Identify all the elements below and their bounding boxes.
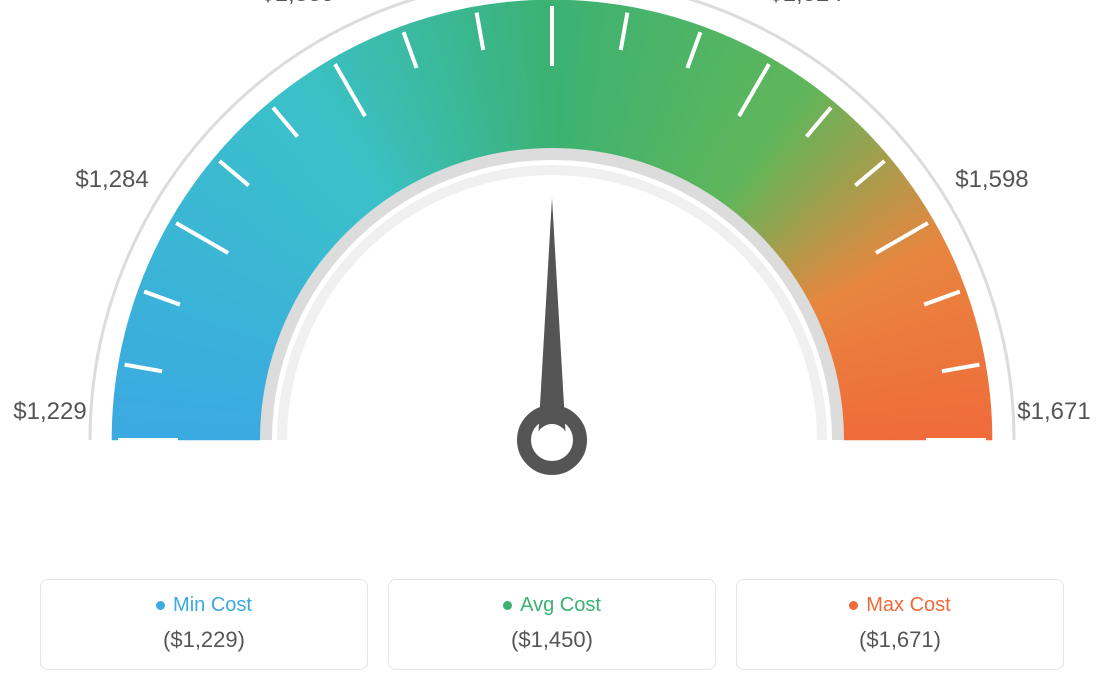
avg-cost-dot: [503, 601, 512, 610]
avg-cost-card: Avg Cost ($1,450): [388, 579, 716, 670]
max-cost-title: Max Cost: [866, 594, 950, 617]
gauge-tick-label: $1,339: [261, 0, 334, 8]
min-cost-dot: [156, 601, 165, 610]
min-cost-card: Min Cost ($1,229): [40, 579, 368, 670]
gauge-tick-label: $1,229: [13, 398, 86, 426]
max-cost-dot: [849, 601, 858, 610]
min-cost-value: ($1,229): [51, 627, 357, 653]
min-cost-title-row: Min Cost: [51, 594, 357, 617]
cost-gauge-widget: $1,229$1,284$1,339$1,450$1,524$1,598$1,6…: [0, 0, 1104, 690]
avg-cost-title: Avg Cost: [520, 594, 601, 617]
gauge-tick-label: $1,598: [955, 166, 1028, 194]
max-cost-card: Max Cost ($1,671): [736, 579, 1064, 670]
gauge-svg: [0, 0, 1104, 540]
min-cost-title: Min Cost: [173, 594, 252, 617]
gauge-tick-label: $1,671: [1017, 398, 1090, 426]
avg-cost-value: ($1,450): [399, 627, 705, 653]
gauge-area: $1,229$1,284$1,339$1,450$1,524$1,598$1,6…: [0, 0, 1104, 540]
max-cost-title-row: Max Cost: [747, 594, 1053, 617]
gauge-tick-label: $1,524: [769, 0, 842, 8]
summary-cards: Min Cost ($1,229) Avg Cost ($1,450) Max …: [0, 579, 1104, 670]
gauge-tick-label: $1,284: [75, 166, 148, 194]
avg-cost-title-row: Avg Cost: [399, 594, 705, 617]
max-cost-value: ($1,671): [747, 627, 1053, 653]
